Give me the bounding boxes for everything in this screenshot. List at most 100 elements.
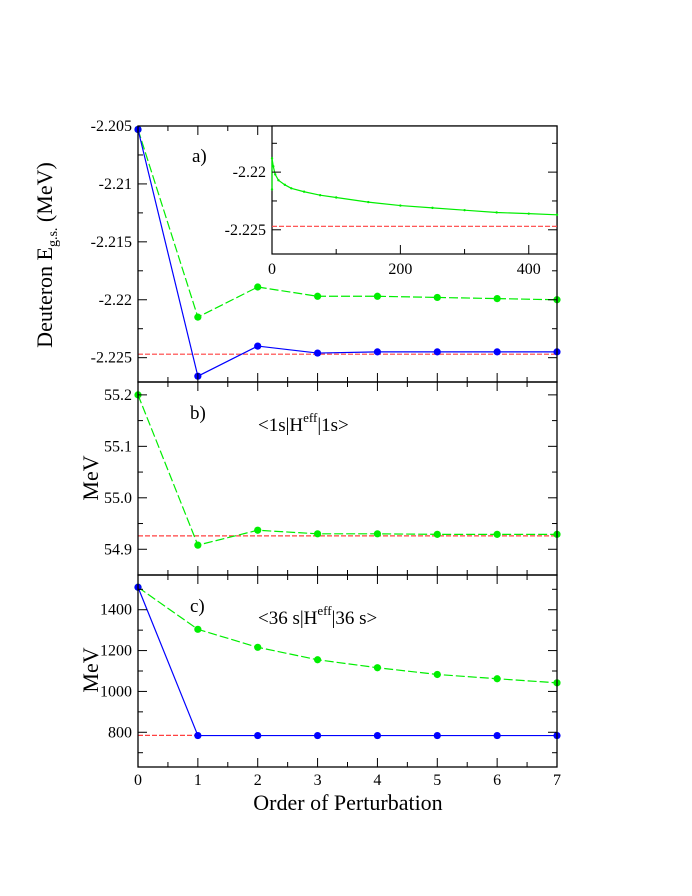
inset-data-point [302, 190, 306, 193]
data-point [493, 530, 501, 538]
annotation-post: |1s> [317, 415, 348, 436]
inset-data-point [272, 165, 275, 168]
data-point [194, 541, 202, 549]
x-tick-label: 0 [134, 772, 142, 789]
data-point [493, 294, 501, 303]
annotation-sup: eff [317, 603, 332, 618]
data-point [433, 348, 441, 356]
inset-data-point [283, 183, 287, 187]
data-point [373, 292, 382, 300]
y-axis-label-c: MeV [78, 647, 103, 692]
panel-c-annotation: <36 s|Heff|36 s> [258, 603, 377, 629]
series-line-1 [137, 587, 557, 737]
data-point [433, 530, 441, 538]
inset-y-tick-label: -2.225 [225, 222, 266, 239]
annotation-sup: eff [303, 410, 318, 425]
series-line-0 [137, 586, 558, 684]
inset-data-point [367, 200, 370, 204]
inset-data-point [318, 193, 322, 197]
y-tick-label: -2.225 [91, 350, 132, 367]
y-axis-label-b: MeV [78, 455, 103, 500]
inset-frame [271, 125, 558, 255]
series-line-1 [137, 129, 557, 378]
inset-x-tick-label: 400 [517, 261, 541, 278]
annotation-pre: <36 s|H [258, 608, 318, 629]
x-tick-label: 4 [373, 772, 381, 789]
panel-a-label: a) [192, 146, 207, 167]
data-point [373, 348, 382, 356]
y-tick-label: 1400 [100, 602, 132, 619]
inset-data-point [270, 157, 274, 160]
x-tick-label: 2 [254, 772, 262, 789]
data-point [313, 656, 322, 664]
x-tick-label: 6 [493, 772, 501, 789]
annotation-pre: <1s|H [258, 415, 303, 436]
y-tick-label: -2.22 [99, 292, 132, 309]
data-point [254, 283, 262, 291]
y-tick-label: 1000 [100, 683, 132, 700]
data-point [254, 731, 262, 740]
series-line-0 [137, 129, 558, 318]
data-point [493, 675, 501, 683]
inset-data-point [399, 204, 402, 207]
data-point [254, 342, 262, 350]
x-tick-label: 1 [194, 772, 202, 789]
y-tick-label: -2.215 [91, 234, 132, 251]
data-point [254, 643, 262, 651]
panel-c-label: c) [190, 596, 205, 617]
inset-data-point [277, 178, 280, 182]
y-tick-label: 1200 [100, 643, 132, 660]
data-point [373, 731, 382, 740]
data-point [493, 731, 501, 740]
ylabel-main: Deuteron E [32, 247, 57, 348]
x-tick-label: 5 [433, 772, 441, 789]
x-tick-label: 7 [553, 772, 561, 789]
data-point [313, 349, 322, 357]
data-point [194, 313, 202, 321]
data-point [373, 664, 382, 672]
y-tick-label: 800 [108, 724, 132, 741]
panel-c: 1400 1200 1000 800 0 1 2 3 4 5 6 7 [100, 574, 561, 789]
x-tick-label: 3 [314, 772, 322, 789]
inset-data-point [463, 208, 466, 212]
data-point [194, 625, 202, 633]
inset-y-tick-label: -2.22 [233, 164, 266, 181]
y-tick-label: 55.0 [104, 490, 132, 507]
inset-data-point [290, 187, 293, 190]
data-point [254, 526, 262, 534]
inset-data-point [527, 212, 530, 215]
y-tick-label: -2.21 [99, 176, 132, 193]
data-point [493, 348, 501, 356]
data-point [313, 530, 322, 538]
inset-data-point [334, 196, 338, 199]
y-tick-label: 54.9 [104, 541, 132, 558]
data-point [433, 670, 441, 679]
panel-b: 55.2 55.1 55.0 54.9 [104, 381, 561, 576]
series-line-0 [137, 394, 557, 546]
panel-b-annotation: <1s|Heff|1s> [258, 410, 349, 436]
ylabel-unit: (MeV) [32, 162, 57, 227]
inset: -2.22 -2.225 0 200 400 [225, 125, 559, 278]
inset-data-point [431, 206, 434, 210]
data-point [373, 530, 382, 538]
data-point [194, 731, 202, 740]
y-axis-label-a: Deuteron Eg.s. (MeV) [32, 162, 61, 348]
data-point [313, 292, 322, 300]
data-point [433, 731, 441, 740]
y-tick-label: 55.2 [104, 387, 132, 404]
inset-data-point [495, 211, 498, 214]
inset-data-point [274, 173, 277, 176]
data-point [313, 731, 322, 740]
y-tick-label: -2.205 [91, 118, 132, 135]
inset-x-tick-label: 200 [388, 261, 412, 278]
inset-data-point [555, 213, 559, 216]
panel-b-label: b) [190, 403, 206, 424]
annotation-post: |36 s> [332, 608, 378, 629]
panel-a: -2.205 -2.21 -2.215 -2.22 -2.225 -2.22 -2.225 0… [91, 118, 561, 383]
inset-data-point [270, 188, 274, 191]
ylabel-sub: g.s. [46, 228, 61, 247]
data-point [433, 293, 441, 302]
inset-x-tick-label: 0 [268, 261, 276, 278]
y-tick-label: 55.1 [104, 438, 132, 455]
